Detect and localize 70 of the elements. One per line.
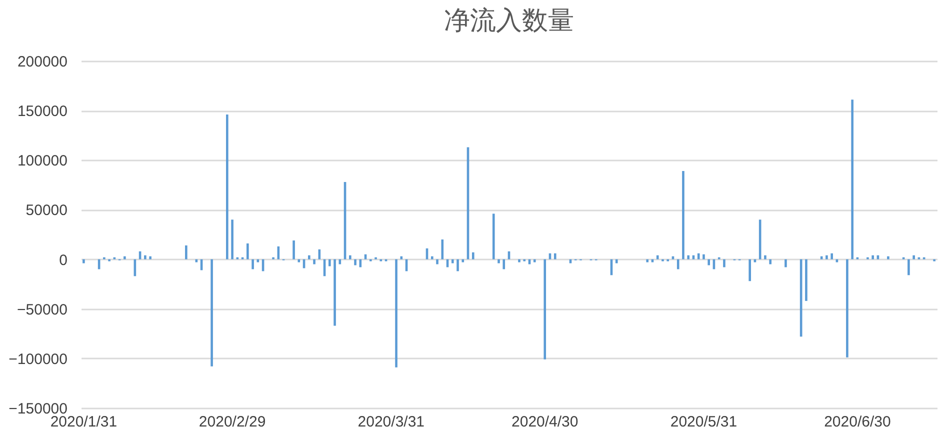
- bar: [872, 255, 874, 260]
- bar: [682, 171, 684, 260]
- bar: [348, 255, 352, 260]
- bar: [252, 259, 254, 270]
- bar: [656, 255, 659, 260]
- bar: [354, 259, 356, 266]
- bar: [246, 243, 249, 260]
- bar: [830, 253, 833, 260]
- bar: [144, 255, 146, 260]
- bar: [846, 259, 848, 358]
- y-tick-label: 50000: [26, 202, 68, 220]
- bar: [456, 259, 459, 272]
- bar: [462, 259, 464, 262]
- y-tick-label: 100000: [17, 152, 68, 170]
- bar: [210, 259, 213, 366]
- bar: [82, 259, 85, 264]
- bar: [676, 259, 680, 270]
- y-tick-label: −100000: [8, 350, 68, 368]
- bar: [226, 114, 228, 260]
- bar: [851, 100, 854, 260]
- bar: [338, 259, 342, 264]
- bar: [334, 259, 336, 326]
- bar: [328, 259, 331, 266]
- bar: [313, 259, 316, 264]
- bar: [124, 256, 126, 260]
- bar: [518, 259, 520, 262]
- bar: [451, 259, 454, 264]
- x-tick-label: 2020/2/29: [198, 414, 266, 430]
- y-tick-label: 0: [59, 252, 68, 269]
- bar: [723, 259, 726, 268]
- bar: [400, 256, 403, 260]
- bar: [436, 259, 438, 264]
- bar: [472, 252, 474, 260]
- bar: [784, 259, 787, 268]
- bar: [554, 253, 556, 260]
- chart-title: 净流入数量: [444, 5, 574, 35]
- bar: [544, 259, 546, 360]
- bar: [395, 259, 398, 368]
- bar: [702, 254, 705, 260]
- bar: [748, 259, 751, 282]
- y-tick-label: 200000: [17, 54, 68, 70]
- bar: [805, 259, 808, 301]
- bar: [308, 255, 310, 260]
- x-tick-label: 2020/5/31: [670, 414, 738, 430]
- bar: [687, 255, 690, 260]
- y-tick-label: 150000: [17, 103, 68, 120]
- bar: [615, 259, 618, 264]
- bar: [149, 256, 152, 260]
- y-tick-label: −50000: [17, 301, 68, 318]
- x-tick-label: 2020/4/30: [512, 414, 578, 430]
- bar: [502, 259, 506, 270]
- bar: [769, 259, 772, 264]
- bar: [912, 255, 915, 260]
- x-tick-label: 2020/3/31: [358, 414, 425, 430]
- bar: [430, 256, 434, 260]
- bar: [185, 245, 188, 260]
- x-tick-label: 2020/6/30: [824, 414, 891, 430]
- bar: [708, 259, 710, 266]
- bar: [292, 240, 295, 260]
- bar: [826, 255, 828, 260]
- bar: [887, 256, 890, 260]
- bar: [492, 214, 495, 260]
- bar: [533, 259, 536, 262]
- bar: [441, 239, 444, 260]
- bar: [646, 259, 649, 262]
- bar: [764, 255, 766, 260]
- bar: [908, 259, 910, 276]
- bar: [231, 220, 234, 260]
- bar: [359, 259, 362, 268]
- bar: [498, 259, 500, 264]
